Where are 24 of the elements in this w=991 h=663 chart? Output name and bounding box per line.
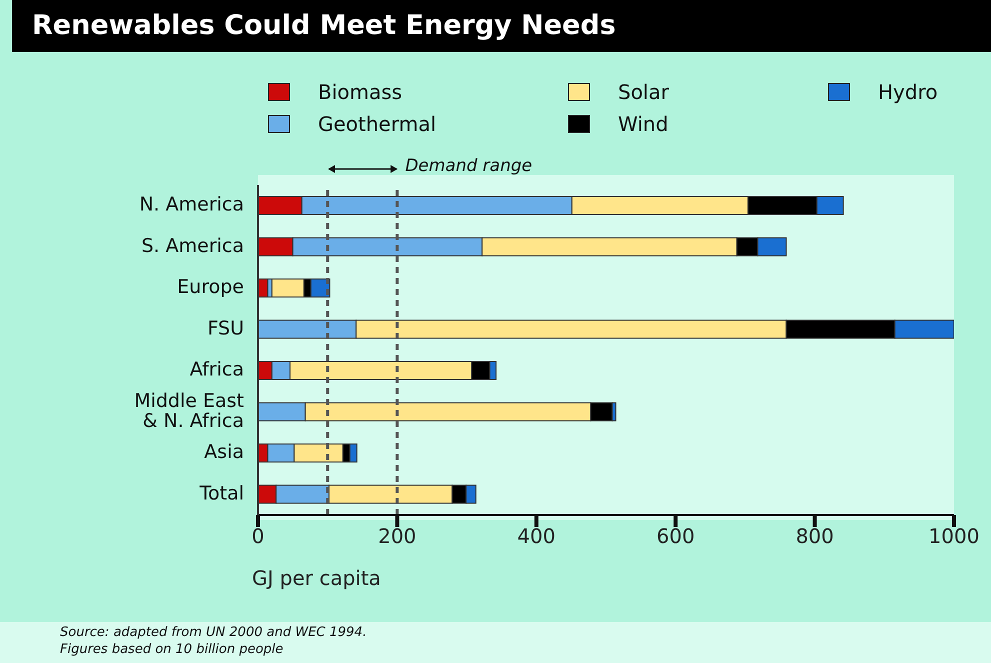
y-tick-label: Asia (204, 441, 244, 464)
legend-label: Wind (618, 112, 668, 136)
x-tick-label: 200 (378, 524, 416, 548)
x-tick-label: 400 (517, 524, 556, 548)
x-tick-label: 1000 (928, 524, 980, 548)
y-tick-label: Total (198, 482, 244, 505)
x-tick-label: 600 (656, 524, 695, 548)
y-tick-label: Middle East & N. Africa (134, 390, 244, 432)
text: Demand range (405, 156, 532, 176)
legend-label: Biomass (318, 80, 402, 104)
chart-title: Renewables Could Meet Energy Needs (12, 0, 991, 52)
y-tick-label: FSU (207, 318, 244, 340)
y-tick-label: S. America (141, 235, 244, 258)
x-tick-label: 0 (252, 524, 264, 548)
y-tick-label: Europe (177, 276, 244, 298)
text: Figures based on 10 billion people (60, 641, 284, 658)
legend-label: Solar (618, 80, 669, 104)
y-tick-label: N. America (139, 194, 244, 216)
legend-label: Hydro (878, 80, 938, 104)
y-tick-label: Africa (190, 358, 244, 381)
x-tick-label: 800 (796, 524, 834, 548)
source-note: Source: adapted from UN 2000 and WEC 1994. (60, 624, 367, 641)
x-axis-title: GJ per capita (252, 566, 381, 590)
legend-label: Geothermal (318, 112, 436, 136)
